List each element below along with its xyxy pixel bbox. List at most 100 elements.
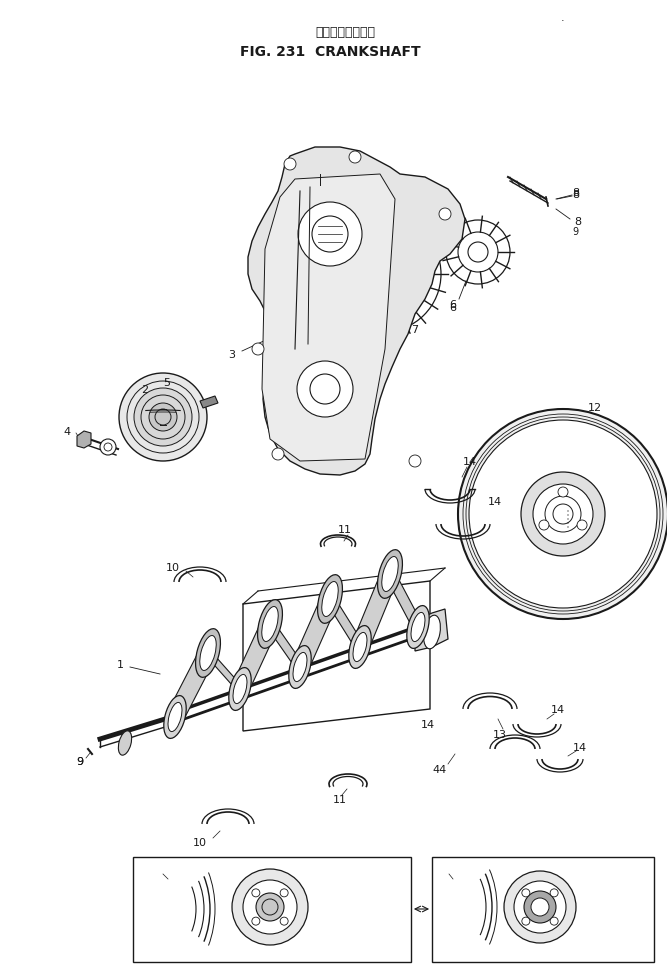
Circle shape [349,151,361,164]
Polygon shape [382,571,426,631]
Circle shape [539,521,549,531]
Text: 6: 6 [450,300,456,310]
Polygon shape [292,595,338,671]
Text: 14: 14 [463,456,477,467]
Circle shape [297,361,353,417]
Circle shape [252,917,260,925]
Text: 10: 10 [193,837,207,847]
Polygon shape [415,610,448,652]
Ellipse shape [382,557,398,592]
Polygon shape [262,175,395,461]
Text: D53A  Engine No. 10894~: D53A Engine No. 10894~ [485,945,595,954]
Text: FIG. 231  CRANKSHAFT: FIG. 231 CRANKSHAFT [239,45,420,59]
Circle shape [504,871,576,943]
Polygon shape [352,571,398,652]
Text: 1: 1 [117,659,123,669]
Circle shape [550,889,558,897]
Text: 9: 9 [155,867,161,876]
Ellipse shape [411,613,425,642]
Ellipse shape [257,600,282,649]
Text: 8: 8 [572,188,580,197]
Ellipse shape [317,575,342,623]
Text: 6: 6 [450,303,456,313]
Polygon shape [322,595,368,652]
Circle shape [524,891,556,923]
Text: 適用番号: 適用番号 [531,935,549,944]
Text: 14: 14 [573,743,587,752]
Polygon shape [248,148,465,476]
Circle shape [521,473,605,557]
Text: 5: 5 [163,378,171,388]
Text: 8: 8 [574,217,582,227]
Text: 13: 13 [493,729,507,740]
Text: 14: 14 [551,704,565,714]
Circle shape [367,259,399,291]
Ellipse shape [195,629,220,678]
Text: 9: 9 [77,756,83,766]
Bar [133,857,411,962]
Circle shape [522,917,530,925]
Circle shape [256,893,284,921]
Circle shape [272,448,284,460]
Ellipse shape [353,633,367,661]
Ellipse shape [164,696,186,739]
Circle shape [558,488,568,497]
Circle shape [550,917,558,925]
Circle shape [134,389,192,446]
Circle shape [288,192,372,276]
Polygon shape [77,432,91,448]
Text: 9: 9 [572,227,578,236]
Circle shape [531,898,549,916]
Ellipse shape [233,675,247,703]
Ellipse shape [378,550,402,599]
Text: 12: 12 [588,403,602,412]
Ellipse shape [229,668,251,710]
Ellipse shape [118,731,131,755]
Polygon shape [167,650,216,721]
Ellipse shape [293,653,307,682]
Circle shape [243,880,297,934]
Circle shape [119,373,207,461]
Circle shape [469,420,657,609]
Text: 10: 10 [166,563,180,573]
Polygon shape [200,650,248,694]
Ellipse shape [168,702,182,732]
Circle shape [409,455,421,468]
Text: 11: 11 [333,794,347,804]
Ellipse shape [321,582,338,616]
Text: 3: 3 [229,350,235,360]
Circle shape [252,344,264,356]
Text: 適用番号: 適用番号 [245,935,263,944]
Text: 14: 14 [421,719,435,729]
Circle shape [232,870,308,945]
Text: D53S  Engine No. 10989~: D53S Engine No. 10989~ [486,953,594,961]
Text: 44: 44 [433,764,447,774]
Ellipse shape [200,636,216,671]
Circle shape [522,889,530,897]
Text: .: . [561,13,565,23]
Text: GD31  Engine No. 10076~: GD31 Engine No. 10076~ [217,945,327,954]
Circle shape [280,889,288,897]
Circle shape [439,209,451,221]
Text: 2: 2 [141,385,149,395]
Circle shape [533,485,593,544]
Ellipse shape [261,607,278,642]
Polygon shape [262,620,308,671]
Bar [432,857,654,962]
Text: 8: 8 [572,190,580,199]
Text: クランクシャフト: クランクシャフト [315,25,375,38]
Ellipse shape [424,616,440,649]
Polygon shape [200,397,218,408]
Circle shape [458,409,667,619]
Circle shape [514,881,566,933]
Polygon shape [232,620,278,694]
Text: 11: 11 [338,525,352,534]
Circle shape [577,521,587,531]
Circle shape [284,159,296,171]
Ellipse shape [349,626,372,668]
Ellipse shape [289,646,311,689]
Circle shape [100,440,116,455]
Ellipse shape [407,606,429,649]
Circle shape [298,203,362,267]
Text: 4: 4 [63,427,71,437]
